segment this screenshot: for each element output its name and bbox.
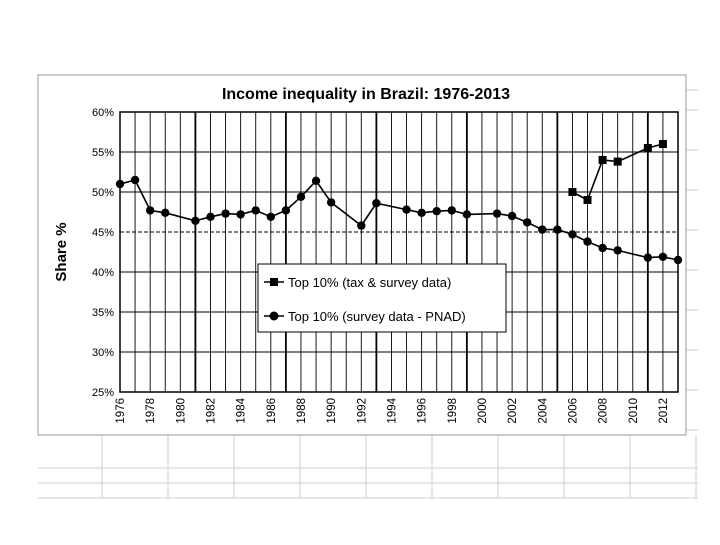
legend-circle-marker xyxy=(269,311,279,321)
data-point-survey-pnad-1996 xyxy=(417,208,426,217)
legend-label-survey: Top 10% (survey data - PNAD) xyxy=(288,309,466,324)
data-point-tax-survey-2007 xyxy=(583,196,592,204)
data-point-survey-pnad-1983 xyxy=(221,209,230,218)
data-point-survey-pnad-2001 xyxy=(492,209,502,218)
data-point-tax-survey-2012 xyxy=(658,140,667,148)
data-point-survey-pnad-2012 xyxy=(658,252,668,261)
data-point-survey-pnad-2013 xyxy=(673,255,683,265)
data-point-survey-pnad-2008 xyxy=(598,243,607,253)
legend-box xyxy=(257,263,507,333)
data-point-survey-pnad-2006 xyxy=(568,230,577,239)
data-point-survey-pnad-1995 xyxy=(402,205,411,214)
data-point-survey-pnad-1988 xyxy=(296,192,306,201)
y-axis-label: Share % xyxy=(53,222,70,281)
x-tick-label: 1984 xyxy=(236,397,248,423)
x-tick-label: 2006 xyxy=(567,398,579,424)
spreadsheet-background xyxy=(38,89,698,499)
y-tick-label: 30% xyxy=(92,347,114,359)
data-point-survey-pnad-1976 xyxy=(115,179,125,189)
y-tick-label: 45% xyxy=(92,227,114,239)
data-point-tax-survey-2011 xyxy=(643,144,652,152)
legend: Top 10% (tax & survey data) Top 10% (sur… xyxy=(257,263,507,333)
data-point-tax-survey-2009 xyxy=(613,157,622,166)
x-tick-label: 1978 xyxy=(145,398,157,424)
data-point-survey-pnad-1986 xyxy=(266,212,276,221)
y-tick-label: 50% xyxy=(92,187,114,199)
x-tick-label: 1976 xyxy=(115,398,127,424)
data-point-survey-pnad-1979 xyxy=(161,208,170,217)
data-point-survey-pnad-1985 xyxy=(251,206,260,215)
data-point-survey-pnad-1990 xyxy=(326,198,336,207)
y-axis-ticks: 25% 30% 35% 40% 45% 50% 55% 60% xyxy=(92,107,114,399)
x-tick-label: 1996 xyxy=(417,398,429,424)
y-tick-label: 40% xyxy=(92,267,114,279)
y-tick-label: 25% xyxy=(92,387,114,399)
data-point-survey-pnad-1978 xyxy=(145,206,155,215)
x-tick-label: 1982 xyxy=(205,398,217,424)
data-point-survey-pnad-1977 xyxy=(130,175,140,185)
data-point-survey-pnad-2004 xyxy=(538,225,547,234)
data-point-survey-pnad-1989 xyxy=(311,176,321,185)
data-point-tax-survey-2008 xyxy=(598,156,607,164)
data-point-survey-pnad-2007 xyxy=(583,237,592,246)
x-tick-label: 1992 xyxy=(356,398,368,424)
plot-gridlines xyxy=(119,111,679,393)
data-point-survey-pnad-1987 xyxy=(281,206,291,215)
x-tick-label: 2004 xyxy=(537,397,549,423)
data-point-survey-pnad-1982 xyxy=(206,212,215,221)
data-point-survey-pnad-1993 xyxy=(372,199,381,208)
x-tick-label: 1990 xyxy=(326,398,338,424)
data-point-survey-pnad-1992 xyxy=(357,221,366,230)
chart-frame xyxy=(37,74,687,436)
legend-label-tax: Top 10% (tax & survey data) xyxy=(288,275,451,290)
x-tick-label: 2002 xyxy=(507,398,519,424)
data-point-survey-pnad-1997 xyxy=(432,207,441,216)
data-point-survey-pnad-2002 xyxy=(507,211,517,221)
series-points xyxy=(115,140,683,265)
x-tick-label: 1986 xyxy=(266,398,278,424)
x-tick-label: 2012 xyxy=(658,398,670,424)
x-tick-label: 2010 xyxy=(628,398,640,424)
x-tick-label: 1994 xyxy=(386,397,398,423)
x-tick-label: 2008 xyxy=(598,398,610,424)
x-tick-label: 1980 xyxy=(175,398,187,424)
x-tick-label: 2000 xyxy=(477,398,489,424)
data-point-survey-pnad-2009 xyxy=(613,246,622,255)
data-point-tax-survey-2006 xyxy=(568,188,577,196)
x-tick-label: 1998 xyxy=(447,398,459,424)
legend-square-marker xyxy=(270,278,278,286)
data-point-survey-pnad-2003 xyxy=(522,218,532,227)
y-tick-label: 35% xyxy=(92,307,114,319)
x-tick-label: 1988 xyxy=(296,398,308,424)
y-tick-label: 55% xyxy=(92,147,114,159)
data-point-survey-pnad-1984 xyxy=(236,210,245,219)
chart-title: Income inequality in Brazil: 1976-2013 xyxy=(222,86,510,103)
x-axis-ticks: 1976 1978 1980 1982 1984 1986 1988 1990 1992 1994… xyxy=(115,397,670,423)
data-point-survey-pnad-1981 xyxy=(191,216,200,225)
plot-area xyxy=(119,111,679,393)
data-point-survey-pnad-2011 xyxy=(643,253,653,262)
data-point-survey-pnad-1998 xyxy=(447,206,456,215)
data-point-survey-pnad-1999 xyxy=(462,210,472,219)
y-tick-label: 60% xyxy=(92,107,114,119)
data-point-survey-pnad-2005 xyxy=(553,225,562,234)
